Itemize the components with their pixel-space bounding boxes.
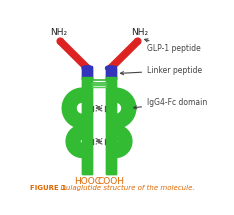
Ellipse shape xyxy=(84,65,91,71)
Polygon shape xyxy=(58,39,90,70)
Ellipse shape xyxy=(108,65,114,71)
Text: HOOC: HOOC xyxy=(74,178,101,186)
Text: COOH: COOH xyxy=(97,178,124,186)
Text: NH₂: NH₂ xyxy=(50,28,67,37)
Bar xyxy=(82,77,92,174)
Ellipse shape xyxy=(106,66,116,71)
Text: NH₂: NH₂ xyxy=(131,28,148,37)
Bar xyxy=(106,66,116,79)
Bar xyxy=(106,77,116,174)
Text: Linker peptide: Linker peptide xyxy=(121,66,202,75)
Bar xyxy=(106,68,116,79)
Ellipse shape xyxy=(135,38,141,44)
Polygon shape xyxy=(108,39,140,70)
Bar xyxy=(106,77,116,174)
Ellipse shape xyxy=(57,38,63,44)
Bar xyxy=(82,66,92,79)
Ellipse shape xyxy=(82,66,92,71)
Bar xyxy=(82,77,92,174)
Text: FIGURE 1: FIGURE 1 xyxy=(30,185,66,191)
Bar xyxy=(82,68,92,79)
Ellipse shape xyxy=(82,66,92,71)
Ellipse shape xyxy=(106,66,116,71)
Text: Dulaglutide structure of the molecule.: Dulaglutide structure of the molecule. xyxy=(56,185,194,191)
Text: GLP-1 peptide: GLP-1 peptide xyxy=(145,39,201,53)
Text: IgG4-Fc domain: IgG4-Fc domain xyxy=(134,98,207,109)
